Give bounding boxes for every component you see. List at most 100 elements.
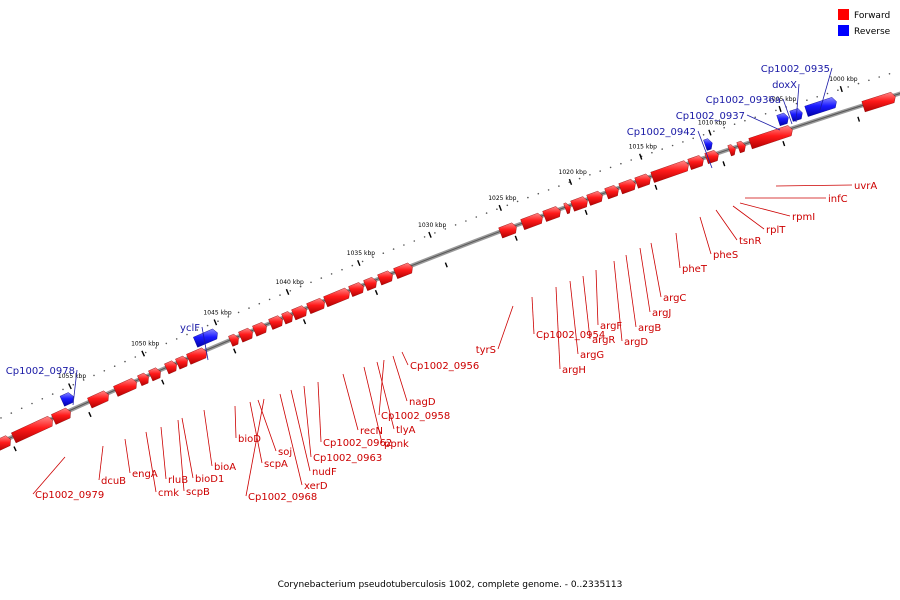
forward-gene-arrow[interactable] (520, 212, 543, 231)
forward-gene-arrow[interactable] (113, 378, 137, 397)
gene-label-cp1002_0954[interactable]: Cp1002_0954 (536, 330, 605, 341)
gene-label-cp1002_0937[interactable]: Cp1002_0937 (676, 111, 745, 122)
forward-gene-arrow[interactable] (861, 91, 896, 113)
gene-label-xerd[interactable]: xerD (304, 481, 328, 492)
gene-label-dcub[interactable]: dcuB (101, 476, 126, 487)
forward-gene-arrow[interactable] (306, 297, 325, 315)
gene-label-argg[interactable]: argG (580, 350, 604, 361)
forward-gene-arrow[interactable] (228, 333, 239, 347)
gene-label-nudf[interactable]: nudF (312, 467, 337, 478)
forward-gene-arrow[interactable] (137, 372, 149, 387)
forward-gene-arrow[interactable] (542, 206, 561, 222)
gene-label-bioa[interactable]: bioA (214, 462, 236, 473)
forward-gene-arrow[interactable] (748, 125, 793, 150)
gene-label-enga[interactable]: engA (132, 469, 158, 480)
gene-label-infc[interactable]: infC (828, 194, 848, 205)
gene-label-rlub[interactable]: rluB (168, 475, 188, 486)
gene-label-cp1002_0936a[interactable]: Cp1002_0936a (706, 95, 781, 106)
forward-gene-arrow[interactable] (238, 327, 253, 343)
backbone (0, 91, 900, 445)
forward-gene-arrow[interactable] (727, 144, 736, 157)
forward-gene-arrow[interactable] (323, 287, 350, 308)
gene-label-tlya[interactable]: tlyA (396, 425, 416, 436)
gene-label-cp1002_0956[interactable]: Cp1002_0956 (410, 361, 479, 372)
gene-label-rplt[interactable]: rplT (766, 225, 786, 236)
minor-tick (682, 141, 684, 143)
gene-label-yclf[interactable]: yclF (180, 323, 200, 334)
forward-gene-arrow[interactable] (570, 196, 588, 212)
forward-gene-arrow[interactable] (0, 435, 11, 452)
forward-gene-arrow[interactable] (186, 347, 207, 365)
minor-tick (392, 248, 395, 250)
gene-label-recn[interactable]: recN (360, 426, 383, 437)
forward-gene-arrow[interactable] (175, 355, 188, 370)
minor-tick (775, 109, 777, 112)
forward-gene-arrow[interactable] (363, 276, 377, 291)
leader-line (181, 417, 194, 479)
gene-label-tsnr[interactable]: tsnR (739, 236, 761, 247)
forward-gene-arrow[interactable] (377, 270, 393, 286)
forward-gene-arrow[interactable] (704, 150, 719, 165)
gene-label-phes[interactable]: pheS (713, 250, 738, 261)
gene-label-argf[interactable]: argF (600, 321, 622, 332)
minor-tick (692, 137, 694, 140)
gene-label-argd[interactable]: argD (624, 337, 648, 348)
gene-label-argc[interactable]: argC (663, 293, 686, 304)
gene-label-cp1002_0958[interactable]: Cp1002_0958 (381, 411, 450, 422)
forward-gene-arrow[interactable] (11, 415, 53, 444)
minor-tick (134, 356, 137, 358)
gene-label-cp1002_0962[interactable]: Cp1002_0962 (323, 438, 392, 449)
gene-label-scpb[interactable]: scpB (186, 487, 210, 498)
forward-gene-arrow[interactable] (604, 185, 619, 200)
gene-label-ppnk[interactable]: ppnk (384, 439, 409, 450)
forward-gene-arrow[interactable] (687, 155, 704, 170)
gene-label-cp1002_0979[interactable]: Cp1002_0979 (35, 490, 104, 501)
gene-label-argj[interactable]: argJ (652, 308, 671, 319)
gene-label-argr[interactable]: argR (592, 335, 615, 346)
gene-label-biod1[interactable]: bioD1 (195, 474, 224, 485)
reverse-gene-arrow[interactable] (193, 328, 218, 348)
forward-gene-arrow[interactable] (618, 178, 636, 195)
gene-label-cmk[interactable]: cmk (158, 488, 179, 499)
reverse-gene-arrow[interactable] (59, 392, 74, 407)
forward-gene-arrow[interactable] (87, 390, 109, 409)
gene-label-cp1002_0963[interactable]: Cp1002_0963 (313, 453, 382, 464)
minor-tick (279, 294, 281, 296)
gene-label-nagd[interactable]: nagD (409, 397, 436, 408)
forward-gene-arrow[interactable] (164, 360, 177, 375)
gene-label-cp1002_0968[interactable]: Cp1002_0968 (248, 492, 317, 503)
reverse-gene-arrow[interactable] (776, 112, 789, 127)
forward-gene-arrow[interactable] (348, 282, 364, 297)
gene-label-cp1002_0942[interactable]: Cp1002_0942 (627, 127, 696, 138)
forward-gene-arrow[interactable] (393, 262, 413, 279)
gene-label-argb[interactable]: argB (638, 323, 661, 334)
gene-label-argh[interactable]: argH (562, 365, 586, 376)
gene-label-phet[interactable]: pheT (682, 264, 708, 275)
reverse-gene-arrow[interactable] (703, 138, 713, 151)
gene-label-cp1002_0935[interactable]: Cp1002_0935 (761, 64, 830, 75)
forward-gene-arrow[interactable] (563, 202, 571, 215)
minor-tick (558, 185, 560, 187)
gene-label-rpmi[interactable]: rpmI (792, 212, 815, 223)
forward-gene-arrow[interactable] (586, 190, 603, 206)
minor-tick (268, 298, 271, 301)
forward-gene-arrow[interactable] (281, 311, 293, 325)
gene-label-uvra[interactable]: uvrA (854, 181, 877, 192)
gene-label-biod[interactable]: bioD (238, 434, 261, 445)
forward-gene-arrow[interactable] (736, 140, 746, 154)
gene-label-soj[interactable]: soj (278, 447, 292, 458)
gene-label-tyrs[interactable]: tyrS (476, 345, 496, 356)
gene-label-cp1002_0978[interactable]: Cp1002_0978 (6, 366, 75, 377)
forward-gene-arrow[interactable] (268, 315, 283, 330)
forward-gene-arrow[interactable] (650, 160, 689, 183)
reverse-gene-arrow[interactable] (789, 108, 803, 122)
forward-gene-arrow[interactable] (51, 407, 71, 425)
gene-label-scpa[interactable]: scpA (264, 459, 288, 470)
forward-gene-arrow[interactable] (291, 305, 307, 321)
forward-gene-arrow[interactable] (634, 173, 651, 189)
forward-gene-arrow[interactable] (148, 367, 161, 382)
forward-gene-arrow[interactable] (252, 322, 267, 337)
minor-tick (764, 113, 767, 115)
gene-label-doxx[interactable]: doxX (772, 80, 797, 91)
forward-gene-arrow[interactable] (498, 222, 517, 239)
